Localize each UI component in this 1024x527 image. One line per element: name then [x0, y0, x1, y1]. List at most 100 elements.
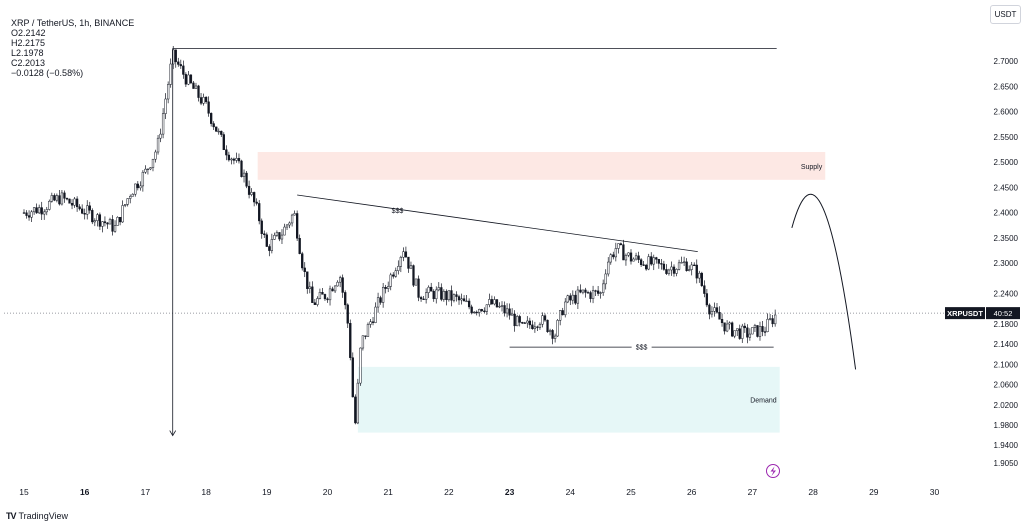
candle-up: [427, 286, 430, 293]
candle-down: [88, 205, 91, 211]
candle-up: [713, 307, 716, 312]
candle-down: [303, 267, 306, 273]
candle-up: [285, 224, 289, 228]
candle-up: [235, 158, 238, 161]
candle-up: [424, 292, 428, 300]
candle-down: [551, 330, 554, 339]
candle-down: [771, 318, 774, 325]
currency-button[interactable]: USDT: [990, 5, 1021, 24]
candle-up: [680, 262, 683, 264]
candle-down: [645, 264, 648, 270]
candle-up: [151, 158, 155, 168]
candle-down: [207, 101, 210, 114]
candle-up: [753, 325, 757, 328]
candle-up: [376, 297, 380, 308]
x-tick-label: 30: [930, 487, 940, 497]
candle-down: [177, 61, 180, 65]
y-tick-label: 2.1400: [994, 340, 1019, 349]
candle-up: [498, 305, 501, 308]
candle-up: [688, 269, 691, 271]
candle-down: [462, 298, 466, 302]
sell-side-liquidity-label: $$$: [636, 345, 648, 352]
candle-down: [665, 269, 668, 274]
candle-down: [480, 309, 483, 312]
x-tick-label: 25: [626, 487, 636, 497]
candle-up: [55, 195, 59, 201]
candle-down: [642, 264, 645, 266]
low-value: L2.1978: [11, 48, 44, 58]
candle-up: [273, 235, 276, 240]
candle-down: [344, 292, 347, 306]
candle-up: [387, 286, 390, 289]
y-tick-label: 2.5500: [994, 133, 1019, 142]
candle-down: [255, 201, 258, 204]
y-tick-label: 1.9800: [994, 421, 1019, 430]
candle-up: [283, 226, 286, 236]
candle-down: [91, 210, 94, 223]
candle-up: [116, 217, 119, 226]
candle-down: [440, 287, 443, 300]
candle-up: [187, 74, 190, 85]
candle-up: [333, 285, 337, 292]
y-tick-label: 1.9400: [994, 441, 1019, 450]
candle-down: [27, 215, 31, 218]
candle-up: [437, 287, 440, 291]
brand-name: TradingView: [18, 511, 69, 521]
candle-down: [232, 158, 236, 161]
candle-down: [174, 49, 177, 63]
candle-up: [356, 382, 360, 424]
candle-up: [442, 291, 445, 300]
countdown-label: 40:52: [994, 309, 1013, 318]
candle-down: [412, 265, 415, 286]
candle-down: [258, 203, 261, 222]
candle-up: [634, 255, 638, 260]
candle-up: [452, 294, 456, 301]
candle-up: [129, 196, 132, 199]
candle-up: [733, 330, 736, 337]
candle-up: [217, 130, 220, 133]
x-tick-label: 24: [566, 487, 576, 497]
candle-down: [40, 207, 43, 215]
close-value: C2.2013: [11, 58, 46, 68]
candle-down: [371, 321, 375, 323]
candle-up: [632, 258, 635, 262]
candle-down: [579, 289, 582, 293]
candle-up: [154, 151, 157, 160]
candle-down: [118, 217, 122, 223]
candle-down: [584, 289, 587, 293]
brand-footer[interactable]: TV TradingView: [6, 511, 68, 521]
candle-down: [531, 324, 534, 330]
candle-down: [210, 113, 213, 124]
candle-down: [192, 82, 195, 89]
candle-down: [106, 222, 109, 225]
candle-up: [447, 290, 451, 301]
candle-up: [86, 205, 89, 215]
candle-up: [126, 198, 129, 205]
lightning-bolt-icon: [770, 466, 776, 476]
candle-up: [202, 96, 205, 104]
x-tick-label: 20: [323, 487, 333, 497]
candle-up: [624, 254, 628, 261]
candle-down: [629, 252, 633, 262]
candle-up: [374, 306, 377, 323]
candle-up: [308, 286, 311, 289]
candle-down: [700, 272, 703, 286]
candle-down: [63, 192, 66, 199]
candle-up: [134, 183, 137, 195]
candle-down: [419, 297, 423, 300]
lightning-icon[interactable]: [766, 464, 780, 478]
candle-up: [113, 225, 117, 232]
symbol-title[interactable]: XRP / TetherUS, 1h, BINANCE: [11, 18, 135, 28]
candle-down: [404, 251, 408, 258]
candle-down: [723, 322, 726, 332]
candle-down: [341, 277, 344, 293]
candle-up: [359, 347, 362, 384]
candle-up: [146, 168, 150, 170]
candle-up: [627, 252, 630, 256]
candle-down: [596, 290, 600, 294]
demand-zone-label: Demand: [750, 398, 777, 405]
candle-up: [478, 309, 481, 313]
candle-up: [609, 254, 612, 263]
candle-up: [541, 315, 544, 325]
